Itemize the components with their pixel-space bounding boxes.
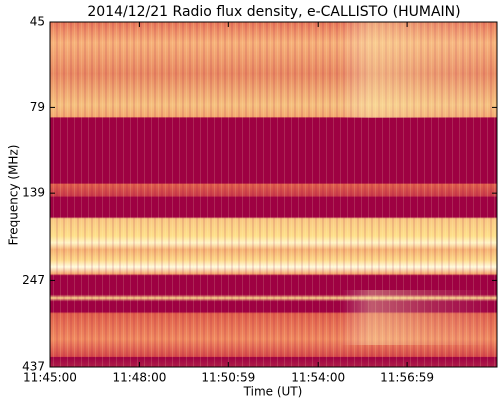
- x-tick-label: 11:54:00: [291, 371, 345, 385]
- x-tick-label: 11:50:59: [201, 371, 255, 385]
- y-tick-label: 247: [22, 273, 45, 287]
- y-tick-label: 45: [30, 15, 45, 29]
- y-tick-label: 79: [30, 100, 45, 114]
- spectrogram: [50, 22, 497, 367]
- y-tick-label: 437: [22, 360, 45, 374]
- y-tick-label: 139: [22, 186, 45, 200]
- spectrogram-burst: [50, 22, 497, 118]
- x-tick-label: 11:56:59: [380, 371, 434, 385]
- chart-title: 2014/12/21 Radio flux density, e-CALLIST…: [87, 4, 460, 20]
- spectrogram-burst: [50, 290, 497, 345]
- y-axis-label: Frequency (MHz): [7, 145, 21, 246]
- x-axis-label: Time (UT): [243, 385, 303, 399]
- x-tick-label: 11:45:00: [23, 371, 77, 385]
- x-tick-label: 11:48:00: [112, 371, 166, 385]
- plot-frame: [49, 21, 498, 368]
